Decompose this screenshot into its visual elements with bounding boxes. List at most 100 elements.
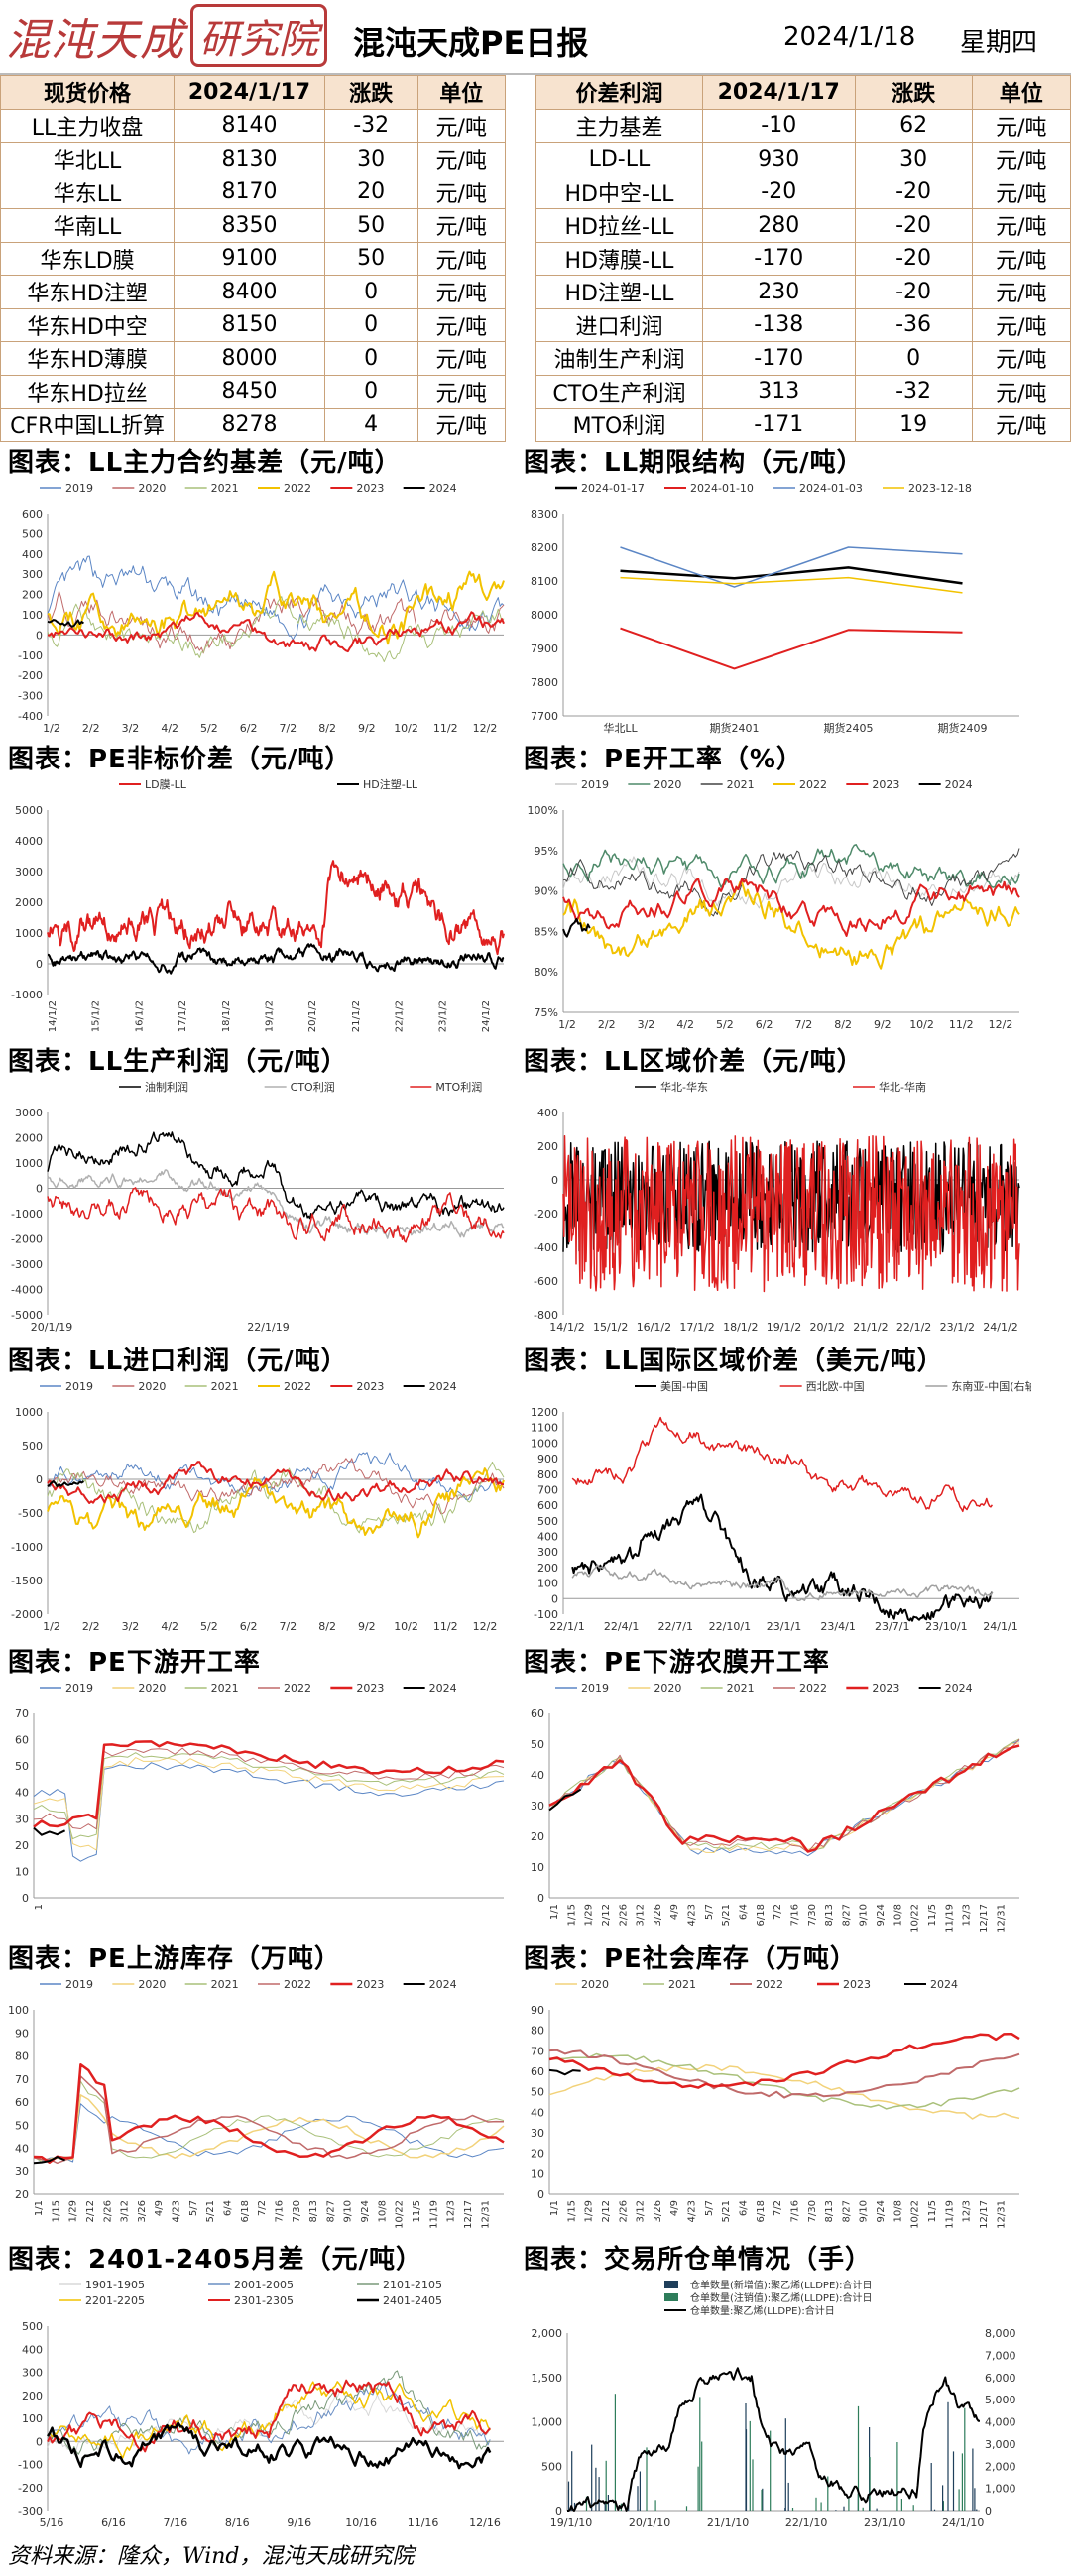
x-tick-label: 1/1 [549,1904,560,1920]
spot-price-table: 现货价格 2024/1/17 涨跌 单位 LL主力收盘 8140 -32 元/吨 华北LL 813… [0,75,507,442]
table-cell: 0 [323,341,418,376]
plot-area [571,1416,994,1622]
warrant-bar [862,2507,864,2511]
y-tick-label: 20 [15,1839,29,1852]
x-tick-label: 7/2 [773,2200,783,2216]
chart-title: 图表：PE非标价差（元/吨） [8,745,352,774]
table-cell: -170 [701,341,856,376]
chart-c7: 2019 2020 2021 2022 2023 2024 1000 500 0 -500 -100… [0,1374,516,1636]
table-cell: 8450 [174,374,325,409]
warrant-bar [567,2481,570,2511]
x-tick-label: 10/16 [345,2517,377,2529]
x-tick-label: 2/12 [85,2200,96,2222]
warrant-bar [869,2457,871,2511]
legend: 美国-中国 西北欧-中国 东南亚-中国(右轴) [635,1379,1031,1393]
table-cell: -20 [701,175,856,209]
table-cell: 30 [323,142,418,176]
table-row: MTO利润 -171 19 元/吨 [536,408,1071,442]
warrant-bar [701,2441,703,2511]
x-tick-label: 5/21 [721,1904,732,1926]
warrant-bar [791,2508,794,2511]
y-tick-label: -2000 [11,1233,43,1246]
x-tick-label: 14/1/2 [48,1000,59,1032]
y2-tick-label: 3,000 [985,2438,1016,2451]
table-row: CTO生产利润 313 -32 元/吨 [536,374,1071,409]
y-tick-label: 50 [15,1760,29,1773]
plot-area [548,1738,1020,1857]
x-tick-label: 6/2 [240,1620,258,1633]
x-tick-label: 8/13 [308,2200,319,2222]
legend-label: 2021 [211,1682,239,1695]
x-tick-label: 5/21 [721,2200,732,2222]
y-tick-label: 10 [531,1861,544,1874]
series-line [47,1480,84,1487]
warrant-bar [614,2394,616,2511]
x-tick-label: 9/16 [287,2517,311,2529]
legend-label: 1901-1905 [85,2279,145,2291]
legend-label: 仓单数量(新增值):聚乙烯(LLDPE):合计日 [690,2279,873,2291]
series-line [33,1762,505,1862]
legend-swatch [664,2281,678,2288]
legend-label: 2023 [843,1978,871,1991]
x-tick-label: 22/10/1 [709,1620,751,1633]
x-tick-label: 7/2 [257,2200,268,2216]
x-tick-label: 6/18 [756,2200,767,2222]
table-cell: 20 [323,175,418,209]
y-tick-label: 0 [22,1892,29,1905]
legend-label: 2021 [727,778,755,791]
y-tick-label: 1,000 [532,2416,563,2429]
table-cell: 0 [323,275,418,309]
series-line [548,2049,1020,2099]
legend-label: 2020 [138,1682,166,1695]
x-tick-label: 12/2 [473,1620,498,1633]
warrant-bar [784,2418,786,2511]
legend-label: 2021 [211,1380,239,1393]
x-tick-label: 3/26 [137,2200,148,2222]
table-cell: 9100 [174,241,325,276]
plot-area [46,2370,492,2470]
y-tick-label: -200 [534,1208,558,1221]
series-line [548,1744,1020,1853]
x-tick-label: 8/16 [225,2517,250,2529]
legend-label: 2022 [284,482,311,495]
x-tick-label: 10/22 [395,2200,406,2229]
x-tick-label: 1/2 [558,1018,576,1031]
x-tick-label: 7/30 [807,1904,818,1926]
y-tick-label: 700 [537,1483,558,1496]
y-tick-label: 100 [22,609,43,622]
y-tick-label: 80 [531,2025,544,2038]
series-line [33,2103,505,2165]
y2-tick-label: 6,000 [985,2372,1016,2385]
warrant-bar [930,2463,932,2511]
y-tick-label: 30 [15,2166,29,2178]
warrant-bar [933,2509,936,2511]
table-cell: MTO利润 [536,408,703,442]
y-tick-label: 80 [15,2050,29,2063]
warrant-bar [591,2444,593,2511]
legend-label: MTO利润 [435,1080,482,1094]
table-cell: 华北LL [0,142,176,176]
x-tick-label: 14/1/2 [549,1321,584,1334]
warrant-bar [637,2486,639,2511]
table-cell: 8140 [174,108,325,143]
legend-label: 2021 [727,1682,755,1695]
x-tick-label: 6/4 [739,1904,750,1920]
y-tick-label: 2,000 [532,2327,563,2340]
x-tick-label: 12/16 [469,2517,501,2529]
y-tick-label: 80% [535,966,558,979]
warrant-bar [646,2447,648,2511]
table-cell: HD拉丝-LL [536,208,703,243]
legend-label: 2022 [284,1682,311,1695]
plot-area [33,1740,505,1862]
logo-text: 混沌天成 [6,15,184,65]
y-tick-label: -400 [534,1241,558,1254]
table-cell: 8400 [174,275,325,309]
y-tick-label: 70 [531,2045,544,2057]
table-cell: 华东LD膜 [0,241,176,276]
warrant-bar [770,2430,772,2511]
x-tick-label: 24/1/2 [983,1321,1017,1334]
x-tick-label: 20/1/2 [307,1000,318,1032]
y-tick-label: -400 [18,710,43,723]
warrant-bar [787,2482,789,2511]
